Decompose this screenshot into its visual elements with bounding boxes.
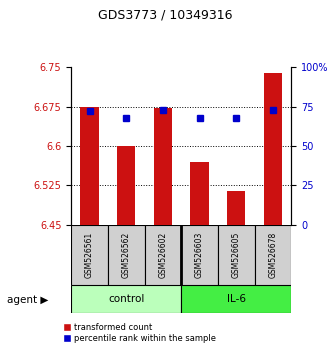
Text: GSM526562: GSM526562 xyxy=(122,232,131,278)
Bar xyxy=(108,225,145,285)
Text: agent ▶: agent ▶ xyxy=(7,295,48,305)
Bar xyxy=(71,225,108,285)
Bar xyxy=(145,225,181,285)
Bar xyxy=(181,225,218,285)
Text: IL-6: IL-6 xyxy=(227,294,246,304)
Bar xyxy=(227,191,245,225)
Legend: transformed count, percentile rank within the sample: transformed count, percentile rank withi… xyxy=(64,322,216,343)
Bar xyxy=(117,146,135,225)
Text: GDS3773 / 10349316: GDS3773 / 10349316 xyxy=(98,9,233,22)
Bar xyxy=(218,225,255,285)
Bar xyxy=(154,108,172,225)
Bar xyxy=(71,285,181,313)
Text: GSM526603: GSM526603 xyxy=(195,232,204,278)
Text: control: control xyxy=(108,294,144,304)
Bar xyxy=(190,162,209,225)
Text: GSM526605: GSM526605 xyxy=(232,232,241,278)
Text: GSM526678: GSM526678 xyxy=(268,232,277,278)
Bar xyxy=(80,107,99,225)
Text: GSM526561: GSM526561 xyxy=(85,232,94,278)
Bar xyxy=(264,73,282,225)
Bar xyxy=(255,225,291,285)
Text: GSM526602: GSM526602 xyxy=(158,232,167,278)
Bar xyxy=(181,285,291,313)
